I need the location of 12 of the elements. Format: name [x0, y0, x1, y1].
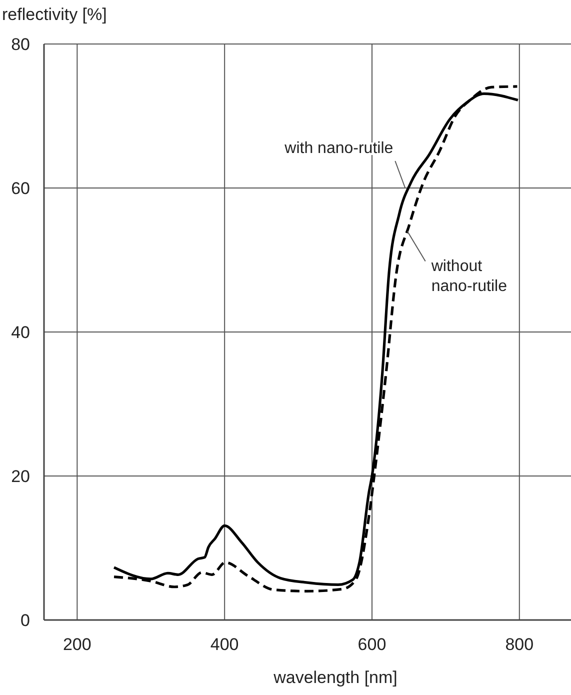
x-axis-title: wavelength [nm] — [272, 668, 398, 687]
y-axis-title: reflectivity [%] — [2, 5, 107, 24]
y-tick-label: 20 — [11, 467, 30, 486]
y-tick-label: 40 — [11, 323, 30, 342]
y-tick-label: 60 — [11, 179, 30, 198]
y-tick-label: 0 — [20, 611, 30, 630]
x-tick-label: 200 — [62, 635, 92, 654]
y-tick-label: 80 — [11, 35, 30, 54]
annotation: without nano-rutile — [430, 258, 508, 296]
x-tick-label: 600 — [358, 635, 386, 654]
x-tick-label: 800 — [505, 635, 534, 654]
x-tick-label: 400 — [210, 635, 239, 654]
